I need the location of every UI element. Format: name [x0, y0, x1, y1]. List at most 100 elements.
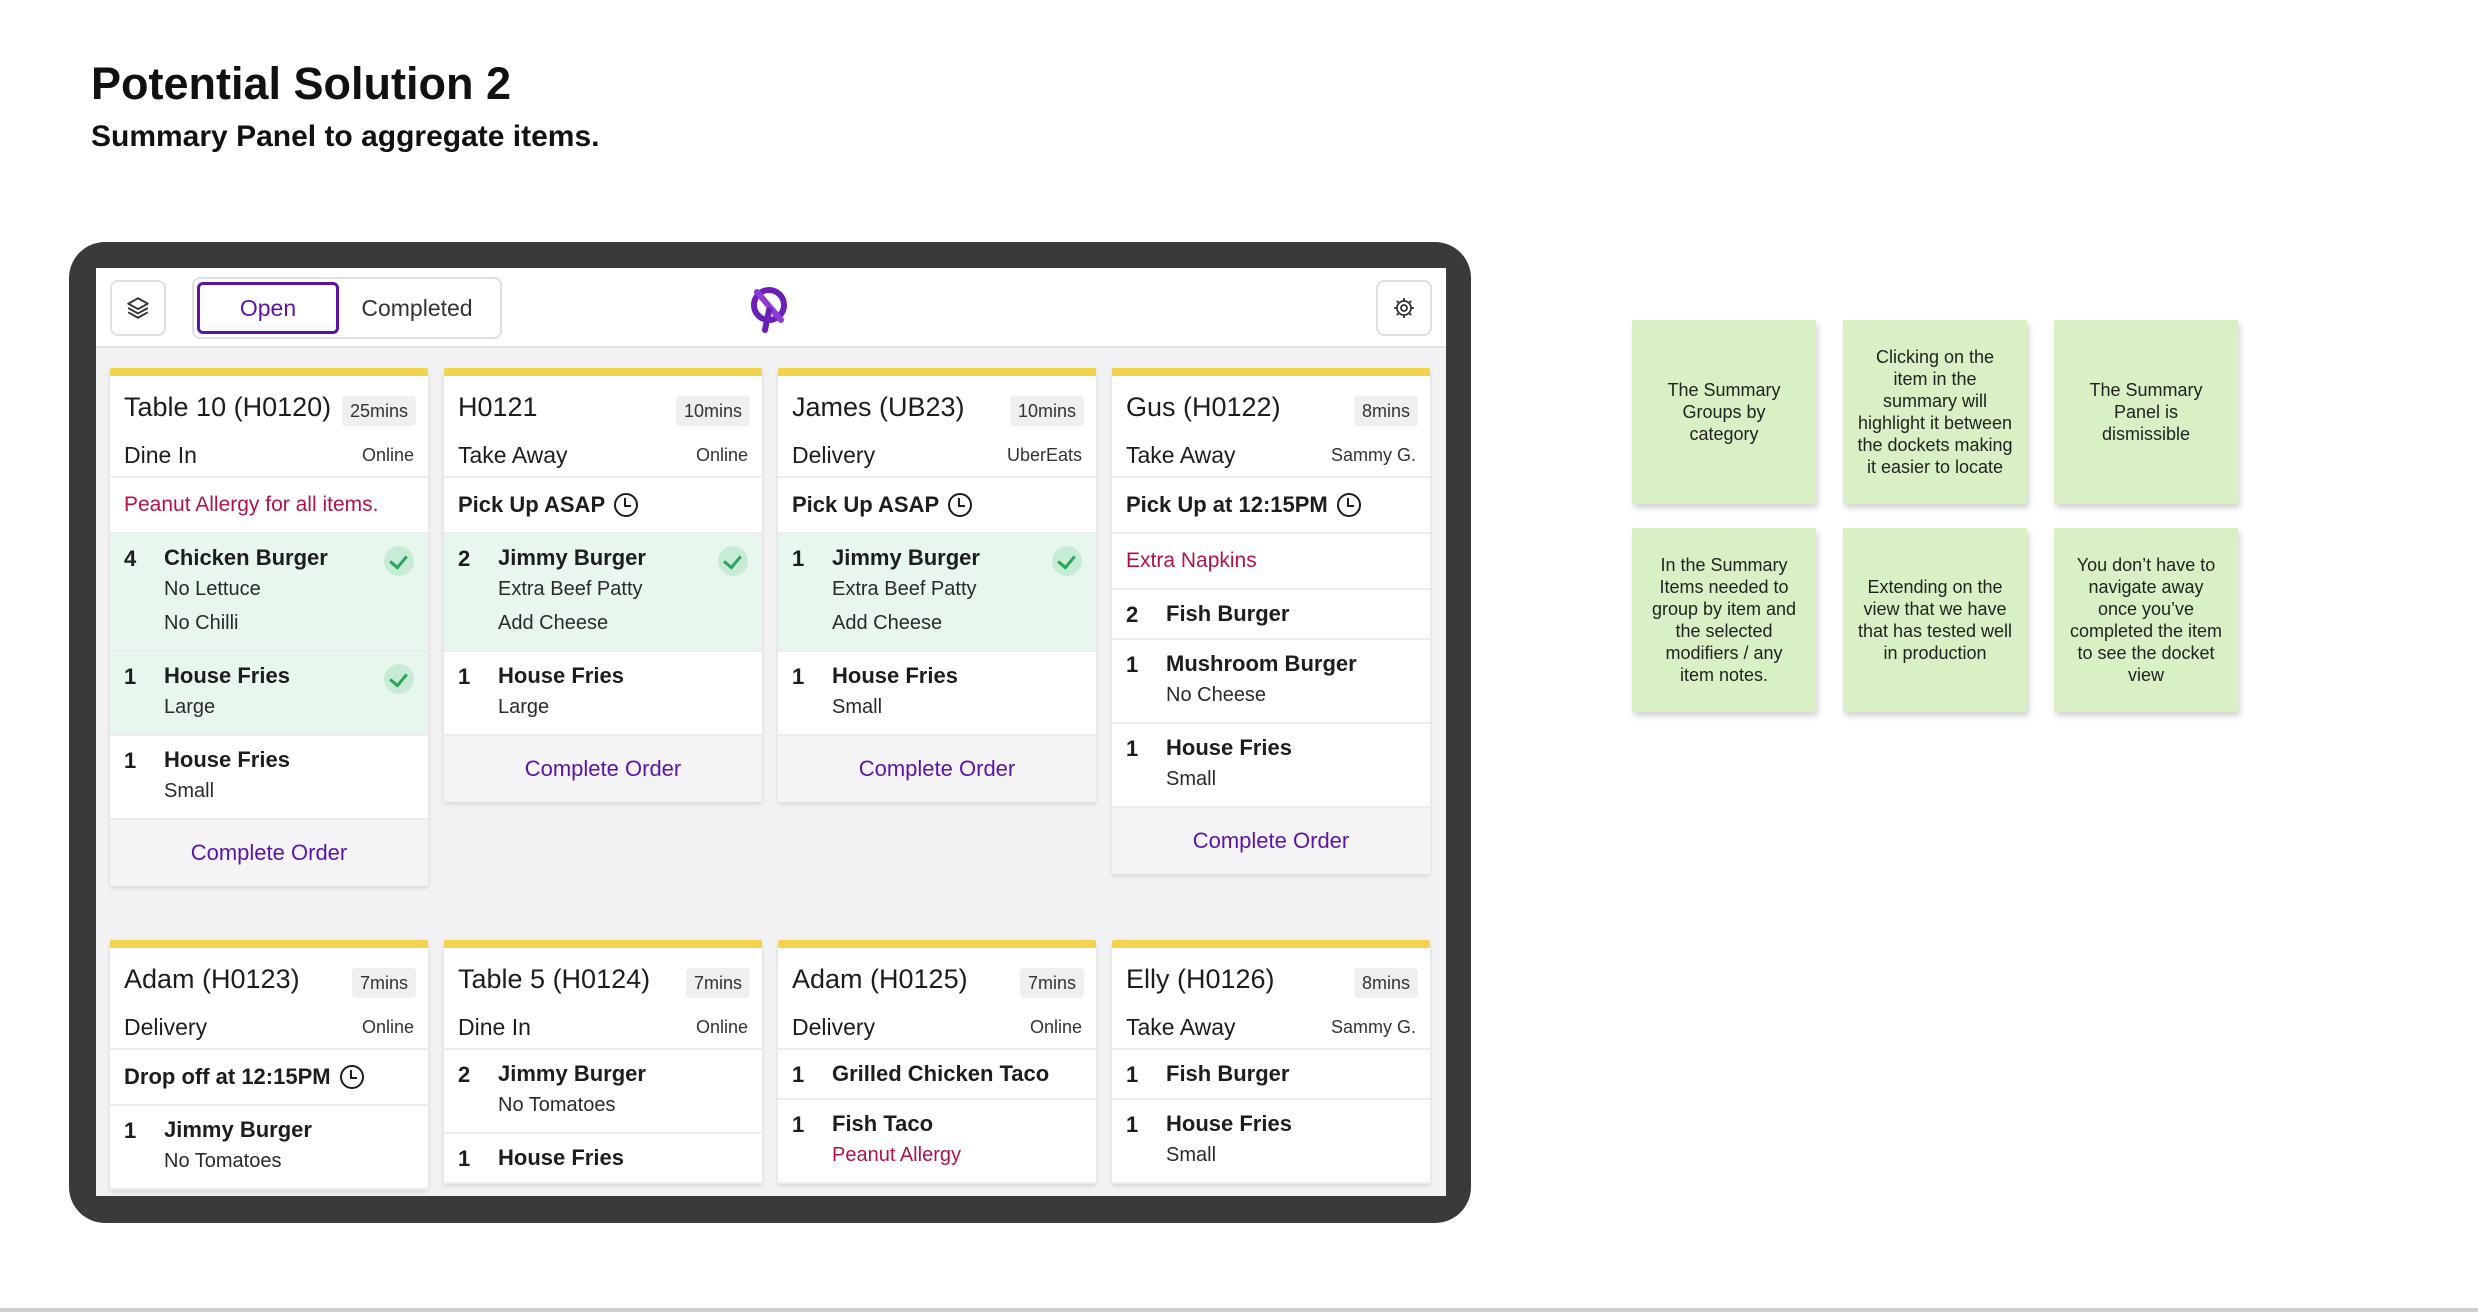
order-card[interactable]: Gus (H0122) 8mins Take Away Sammy G. Pick …	[1112, 368, 1430, 874]
item-name: Jimmy Burger	[498, 545, 646, 570]
check-icon[interactable]	[384, 664, 414, 694]
order-source: Online	[695, 445, 748, 465]
order-source: Sammy G.	[1330, 445, 1416, 465]
order-item[interactable]: 2 Fish Burger	[1112, 590, 1430, 640]
order-item[interactable]: 1 House Fries Small	[1112, 724, 1430, 808]
item-modifier: Small	[1166, 768, 1217, 790]
page-title: Potential Solution 2	[91, 58, 512, 109]
order-source: Online	[361, 445, 414, 465]
status-toggle: Open Completed	[192, 277, 502, 339]
order-type: Dine In	[124, 442, 197, 468]
elapsed-time-badge: 8mins	[1353, 968, 1418, 998]
order-item[interactable]: 2 Jimmy Burger Extra Beef Patty Add Chee…	[444, 534, 762, 652]
elapsed-time-badge: 7mins	[685, 968, 750, 998]
item-quantity: 1	[792, 1062, 805, 1087]
tab-open[interactable]: Open	[197, 282, 339, 334]
order-card[interactable]: H0121 10mins Take Away Online Pick Up ASAP…	[444, 368, 762, 802]
order-item[interactable]: 1 House Fries Small	[1112, 1100, 1430, 1184]
sticky-note: Clicking on the item in the summary will…	[1843, 320, 2027, 504]
order-type: Delivery	[792, 1014, 876, 1040]
complete-order-button[interactable]: Complete Order	[778, 736, 1096, 802]
item-quantity: 2	[458, 546, 471, 571]
order-item[interactable]: 1 Jimmy Burger No Tomatoes	[110, 1106, 428, 1190]
item-name: Jimmy Burger	[832, 545, 980, 570]
item-quantity: 1	[1126, 736, 1139, 761]
complete-order-button[interactable]: Complete Order	[1112, 808, 1430, 874]
item-modifier: No Chilli	[164, 612, 239, 634]
item-modifier: Large	[164, 696, 216, 718]
item-quantity: 1	[1126, 1062, 1139, 1087]
layers-button[interactable]	[110, 280, 166, 336]
item-quantity: 4	[124, 546, 137, 571]
item-modifier: No Tomatoes	[164, 1150, 282, 1172]
item-modifier: No Lettuce	[164, 578, 261, 600]
order-card[interactable]: Table 10 (H0120) 25mins Dine In Online Pea…	[110, 368, 428, 886]
item-name: Chicken Burger	[164, 545, 328, 570]
settings-button[interactable]	[1376, 280, 1432, 336]
order-type: Delivery	[792, 442, 876, 468]
item-name: House Fries	[164, 663, 290, 688]
order-type: Take Away	[1126, 442, 1236, 468]
elapsed-time-badge: 7mins	[1019, 968, 1084, 998]
order-note: Extra Napkins	[1112, 534, 1430, 590]
elapsed-time-badge: 7mins	[351, 968, 416, 998]
item-quantity: 1	[1126, 652, 1139, 677]
sticky-note-text: You don’t have to navigate away once you…	[2069, 555, 2223, 685]
pickup-time-text: Pick Up ASAP	[792, 492, 940, 517]
order-item[interactable]: 1 House Fries Small	[110, 736, 428, 820]
sticky-note-text: The Summary Groups by category	[1667, 380, 1781, 444]
order-item[interactable]: 1 Fish Burger	[1112, 1050, 1430, 1100]
clock-icon	[948, 493, 973, 517]
gear-icon	[1394, 298, 1414, 318]
elapsed-time-badge: 10mins	[1009, 396, 1084, 426]
complete-order-button[interactable]: Complete Order	[110, 820, 428, 886]
sticky-note: Extending on the view that we have that …	[1843, 528, 2027, 712]
check-icon[interactable]	[384, 546, 414, 576]
pickup-time: Pick Up at 12:15PM	[1112, 478, 1430, 534]
order-item[interactable]: 1 House Fries	[444, 1134, 762, 1184]
item-quantity: 1	[458, 1146, 471, 1171]
order-item[interactable]: 1 Jimmy Burger Extra Beef Patty Add Chee…	[778, 534, 1096, 652]
order-card[interactable]: Adam (H0123) 7mins Delivery Online Drop of…	[110, 940, 428, 1190]
item-quantity: 1	[792, 546, 805, 571]
order-title: H0121	[458, 392, 538, 422]
item-quantity: 1	[792, 1112, 805, 1137]
sticky-note: In the Summary Items needed to group by …	[1632, 528, 1816, 712]
order-title: Elly (H0126)	[1126, 964, 1275, 994]
order-item[interactable]: 1 House Fries Large	[110, 652, 428, 736]
order-card[interactable]: Adam (H0125) 7mins Delivery Online 1 Grill…	[778, 940, 1096, 1184]
item-modifier: Extra Beef Patty	[498, 578, 643, 600]
sticky-note-text: The Summary Panel is dismissible	[2089, 380, 2203, 444]
order-item[interactable]: 4 Chicken Burger No Lettuce No Chilli	[110, 534, 428, 652]
item-quantity: 1	[124, 664, 137, 689]
tab-completed[interactable]: Completed	[361, 294, 473, 321]
elapsed-time-badge: 25mins	[341, 396, 416, 426]
order-item[interactable]: 1 Fish Taco Peanut Allergy	[778, 1100, 1096, 1184]
item-modifier: Small	[1166, 1144, 1217, 1166]
item-modifier: Small	[164, 780, 215, 802]
check-icon[interactable]	[1052, 546, 1082, 576]
order-card[interactable]: Table 5 (H0124) 7mins Dine In Online 2 Jim…	[444, 940, 762, 1184]
order-item[interactable]: 2 Jimmy Burger No Tomatoes	[444, 1050, 762, 1134]
order-item[interactable]: 1 House Fries Large	[444, 652, 762, 736]
item-modifier: No Cheese	[1166, 684, 1267, 706]
complete-order-button[interactable]: Complete Order	[444, 736, 762, 802]
order-item[interactable]: 1 House Fries Small	[778, 652, 1096, 736]
top-bar: Open Completed	[96, 268, 1446, 348]
order-type: Dine In	[458, 1014, 531, 1040]
brand-logo-icon	[751, 287, 787, 333]
item-quantity: 2	[458, 1062, 471, 1087]
check-icon[interactable]	[718, 546, 748, 576]
item-name: Jimmy Burger	[498, 1061, 646, 1086]
item-modifier: Add Cheese	[832, 612, 943, 634]
order-item[interactable]: 1 Grilled Chicken Taco	[778, 1050, 1096, 1100]
elapsed-time-badge: 8mins	[1353, 396, 1418, 426]
item-modifier: Extra Beef Patty	[832, 578, 977, 600]
order-item[interactable]: 1 Mushroom Burger No Cheese	[1112, 640, 1430, 724]
clock-icon	[339, 1065, 364, 1089]
item-name: House Fries	[1166, 1111, 1292, 1136]
item-name: Fish Taco	[832, 1111, 934, 1136]
sticky-note-text: Clicking on the item in the summary will…	[1857, 347, 2013, 477]
order-card[interactable]: James (UB23) 10mins Delivery UberEats Pick…	[778, 368, 1096, 802]
order-card[interactable]: Elly (H0126) 8mins Take Away Sammy G. 1 Fi…	[1112, 940, 1430, 1184]
